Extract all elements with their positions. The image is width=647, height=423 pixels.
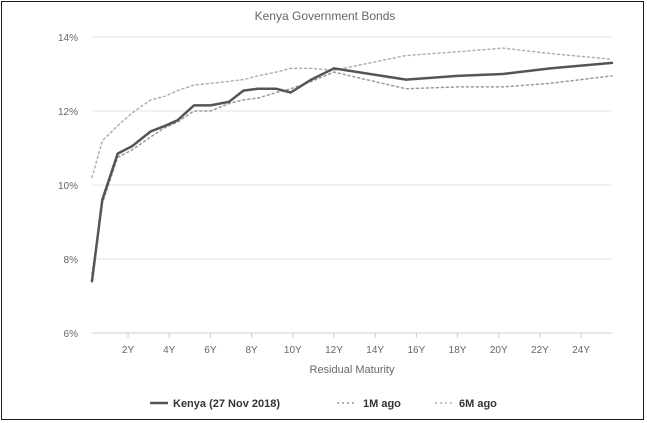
chart-title: Kenya Government Bonds [255,9,396,23]
series-line-1m-ago [91,71,613,275]
legend: Kenya (27 Nov 2018) 1M ago 6M ago [150,398,497,410]
series-line-6m-ago [91,47,613,179]
series-line-kenya [90,61,614,283]
series-lines [90,47,614,283]
y-tick-label: 14% [58,33,78,44]
x-tick-label: 10Y [284,345,302,356]
x-tick-label: 8Y [245,345,258,356]
x-tick-label: 6Y [204,345,217,356]
y-tick-label: 6% [64,329,79,340]
legend-item-label[interactable]: 6M ago [459,398,497,410]
x-tick-label: 16Y [407,345,425,356]
y-tick-label: 10% [58,181,78,192]
y-tick-label: 8% [64,255,79,266]
grid-lines [92,36,612,334]
x-tick-label: 24Y [572,345,590,356]
x-tick-label: 14Y [366,345,384,356]
x-axis-title: Residual Maturity [310,364,395,376]
y-tick-label: 12% [58,107,78,118]
x-tick-label: 20Y [490,345,508,356]
x-tick-label: 18Y [449,345,467,356]
x-tick-label: 2Y [122,345,135,356]
y-axis-ticks: 6% 8% 10% 12% 14% [58,33,78,340]
x-tick-label: 22Y [531,345,549,356]
legend-item-label[interactable]: 1M ago [363,398,401,410]
x-tick-label: 4Y [163,345,176,356]
x-axis-ticks: 2Y 4Y 6Y 8Y 10Y 12Y 14Y 16Y 18Y 20Y 22Y 24Y [92,332,612,356]
x-tick-label: 12Y [325,345,343,356]
legend-item-label[interactable]: Kenya (27 Nov 2018) [173,398,280,410]
